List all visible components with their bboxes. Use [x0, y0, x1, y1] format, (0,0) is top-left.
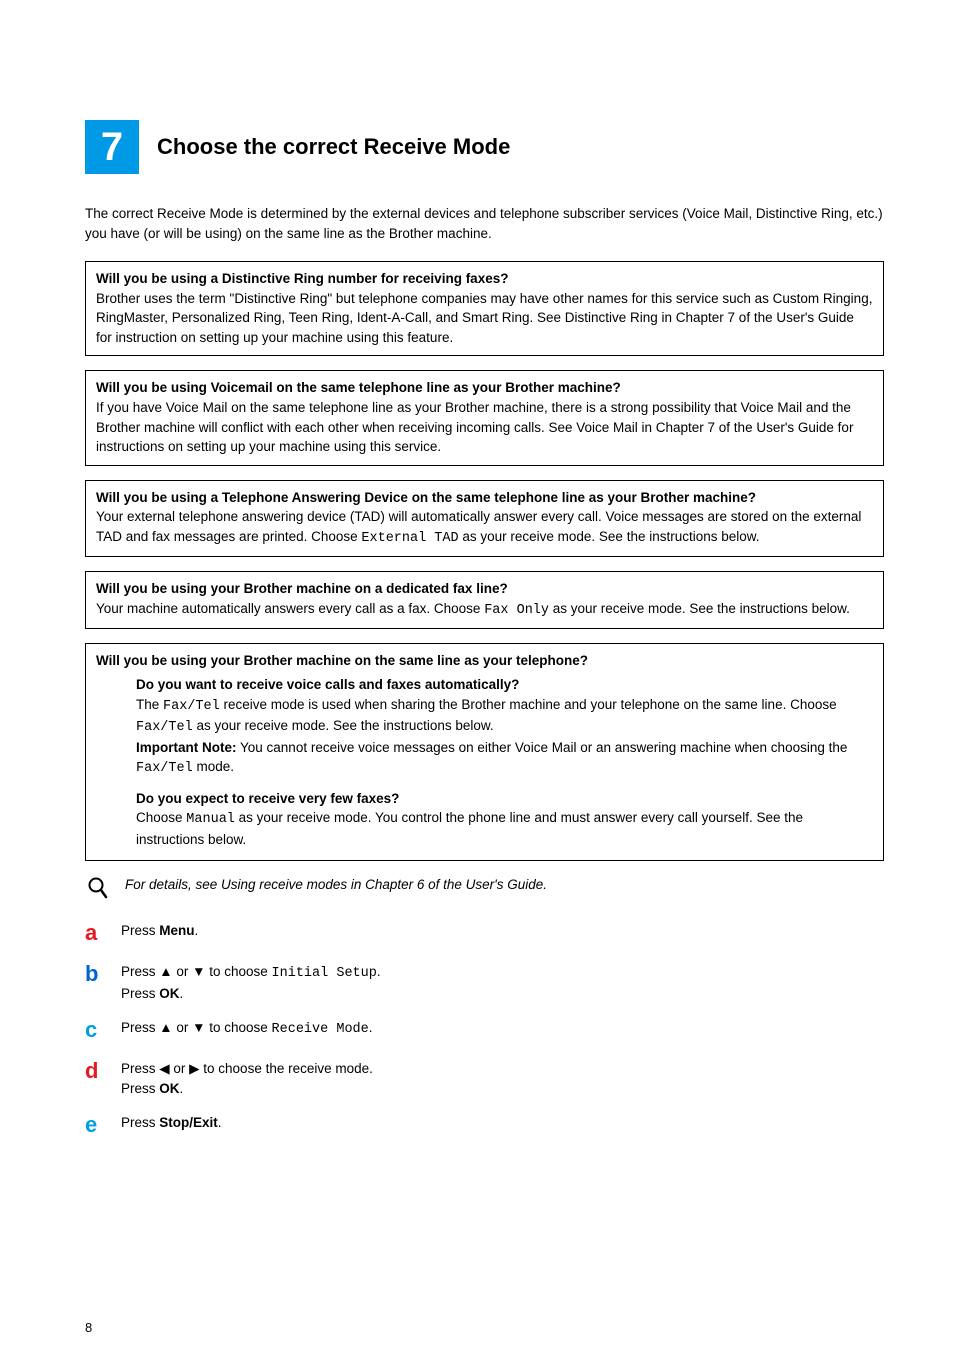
- step-letter-c: c: [85, 1014, 121, 1046]
- box2-answer: If you have Voice Mail on the same telep…: [96, 400, 853, 454]
- note-row: For details, see Using receive modes in …: [85, 875, 884, 899]
- question-box-5: Will you be using your Brother machine o…: [85, 643, 884, 860]
- step-number: 7: [101, 125, 123, 170]
- step-letter-a: a: [85, 917, 121, 949]
- box3-answer-2: as your receive mode. See the instructio…: [459, 529, 760, 544]
- question-box-2: Will you be using Voicemail on the same …: [85, 370, 884, 465]
- step-a: a Press Menu.: [85, 917, 884, 949]
- step-c: c Press ▲ or ▼ to choose Receive Mode.: [85, 1014, 884, 1046]
- section-header: 7 Choose the correct Receive Mode: [85, 120, 884, 174]
- box4-code: Fax Only: [484, 603, 549, 618]
- section-title: Choose the correct Receive Mode: [157, 134, 510, 160]
- box5-sub1: Do you want to receive voice calls and f…: [96, 675, 873, 779]
- step-number-badge: 7: [85, 120, 139, 174]
- question-box-3: Will you be using a Telephone Answering …: [85, 480, 884, 558]
- box4-question: Will you be using your Brother machine o…: [96, 581, 508, 596]
- box5-sub1-important: Important Note: You cannot receive voice…: [136, 738, 873, 779]
- step-b: b Press ▲ or ▼ to choose Initial Setup. …: [85, 958, 884, 1003]
- box1-question: Will you be using a Distinctive Ring num…: [96, 271, 508, 286]
- box5-sub2-line1: Choose Manual as your receive mode. You …: [136, 808, 873, 849]
- box1-answer: Brother uses the term "Distinctive Ring"…: [96, 291, 872, 345]
- instruction-steps: a Press Menu. b Press ▲ or ▼ to choose I…: [85, 917, 884, 1141]
- step-d: d Press ◀ or ▶ to choose the receive mod…: [85, 1055, 884, 1098]
- box4-answer-1: Your machine automatically answers every…: [96, 601, 484, 616]
- question-box-4: Will you be using your Brother machine o…: [85, 571, 884, 629]
- question-box-1: Will you be using a Distinctive Ring num…: [85, 261, 884, 356]
- box5-sub1-line1: The Fax/Tel receive mode is used when sh…: [136, 695, 873, 738]
- box5-sub1-question: Do you want to receive voice calls and f…: [136, 675, 873, 695]
- box5-question: Will you be using your Brother machine o…: [96, 653, 588, 668]
- box4-answer-2: as your receive mode. See the instructio…: [549, 601, 850, 616]
- step-e: e Press Stop/Exit.: [85, 1109, 884, 1141]
- box5-sub2-question: Do you expect to receive very few faxes?: [136, 789, 873, 809]
- step-letter-e: e: [85, 1109, 121, 1141]
- intro-paragraph: The correct Receive Mode is determined b…: [85, 204, 884, 243]
- note-text: For details, see Using receive modes in …: [111, 875, 547, 895]
- box2-question: Will you be using Voicemail on the same …: [96, 380, 621, 395]
- magnifier-icon: [85, 875, 111, 899]
- box5-sub2: Do you expect to receive very few faxes?…: [96, 789, 873, 850]
- step-letter-b: b: [85, 958, 121, 990]
- step-letter-d: d: [85, 1055, 121, 1087]
- box3-question: Will you be using a Telephone Answering …: [96, 490, 756, 505]
- page-number: 8: [85, 1320, 92, 1335]
- box3-code: External TAD: [361, 531, 458, 546]
